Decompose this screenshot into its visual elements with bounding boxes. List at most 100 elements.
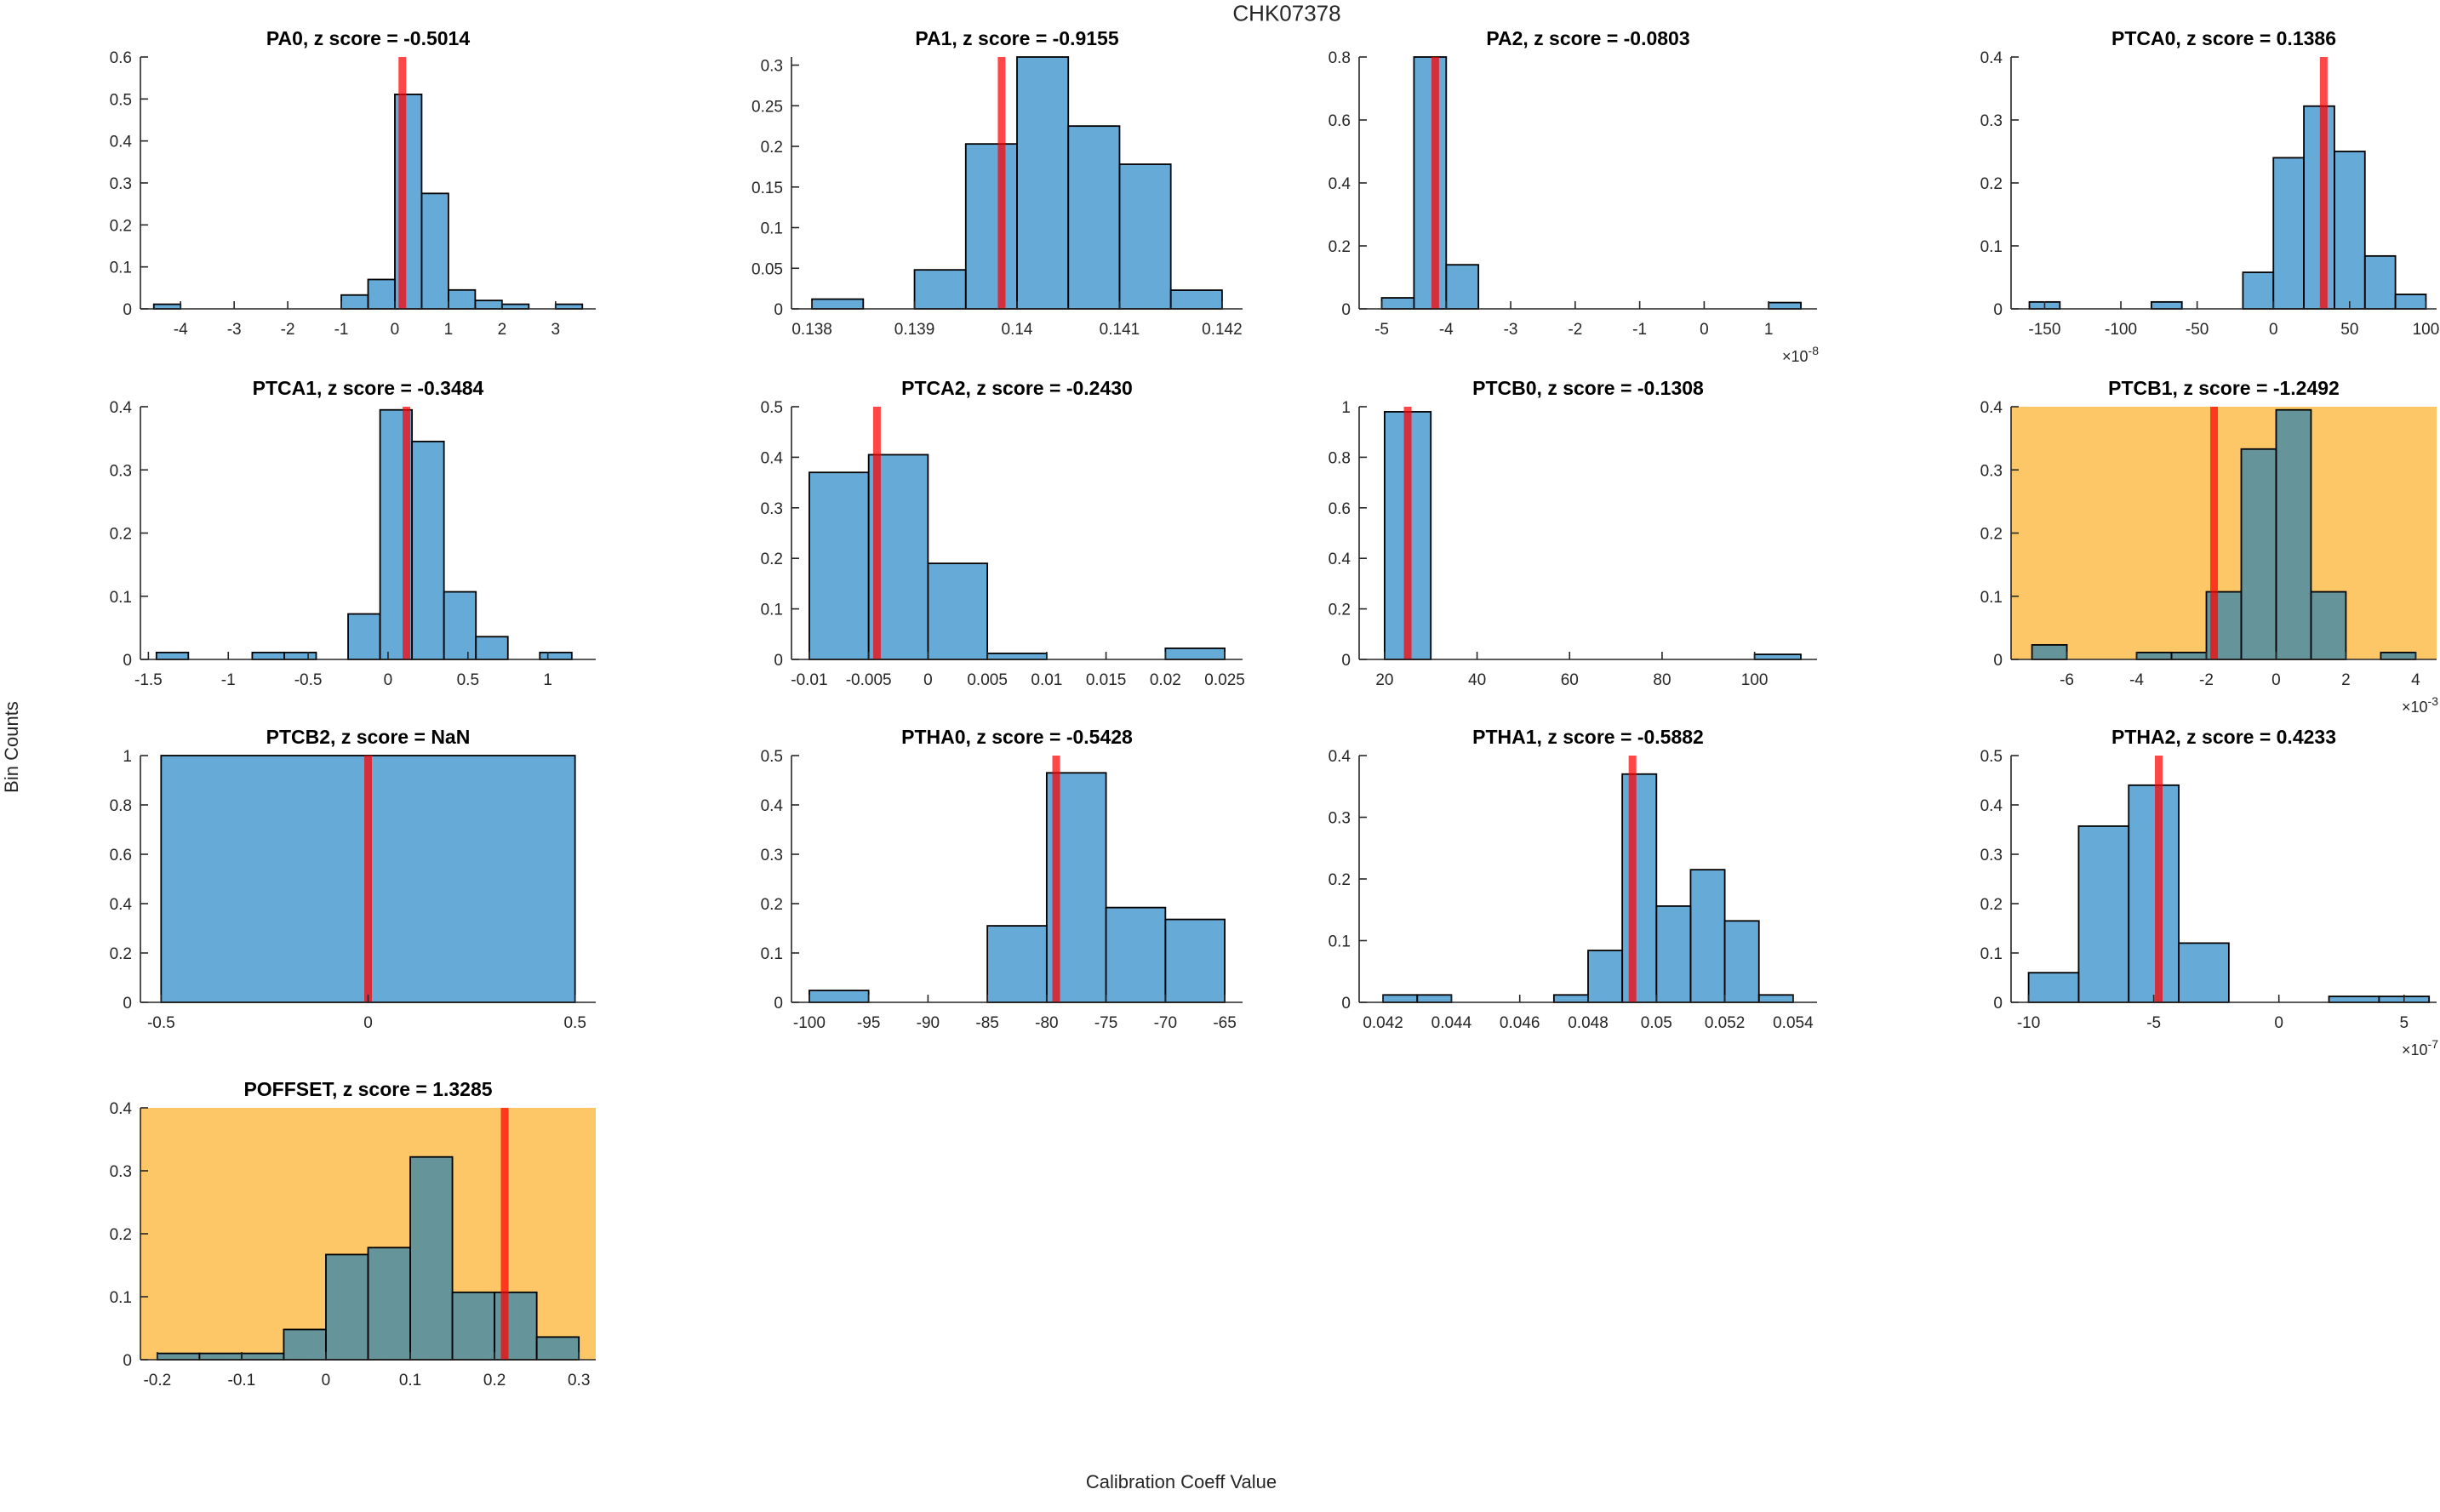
x-tick-label: 2 <box>498 321 507 339</box>
x-tick-label: 0.01 <box>1031 671 1062 689</box>
histogram-bar <box>474 300 503 310</box>
y-tick-label: 0 <box>1341 995 1351 1013</box>
x-tick-label: 4 <box>2411 671 2420 689</box>
x-tick-label: -1 <box>1632 321 1647 339</box>
y-tick-label: 0.2 <box>1980 896 2003 914</box>
y-tick-label: 0.3 <box>1980 112 2003 130</box>
histogram-panel-PTCB1: -6 -4 -2 0 2 4 0 0.1 0.2 0.3 0.4 ×10-3 PTCB1, z scor… <box>1980 377 2439 716</box>
x-tick-label: 0 <box>923 671 933 689</box>
histogram-bar <box>1169 289 1223 310</box>
histogram-bar <box>475 636 509 660</box>
y-tick-label: 0 <box>1993 652 2003 670</box>
y-tick-label: 0 <box>1993 995 2003 1013</box>
panel-title-PTCB2: PTCB2, z score = NaN <box>266 726 471 748</box>
x-tick-label: 20 <box>1375 671 1393 689</box>
x-tick-label: 0.025 <box>1204 671 1245 689</box>
histogram-bar <box>240 1352 285 1361</box>
y-tick-label: 0.4 <box>1329 175 1351 193</box>
histogram-bar <box>964 143 1018 310</box>
x-tick-label: 3 <box>551 321 561 339</box>
y-tick-label: 0.1 <box>110 260 132 277</box>
x-tick-label: 1 <box>444 321 454 339</box>
histogram-panel-PTCA1: -1.5 -1 -0.5 0 0.5 1 0 0.1 0.2 0.3 0.4 PTCA1, z sco… <box>110 377 596 689</box>
x-tick-label: 0.044 <box>1431 1014 1472 1032</box>
panel-title-PTCB0: PTCB0, z score = -0.1308 <box>1472 377 1704 399</box>
histogram-bar <box>283 1328 327 1361</box>
x-axis-label: Calibration Coeff Value <box>1085 1471 1277 1492</box>
figure-title: CHK07378 <box>1232 0 1341 26</box>
histogram-bar <box>1164 918 1226 1003</box>
x-tick-label: -0.5 <box>294 671 323 689</box>
panel-title-PTCB1: PTCB1, z score = -1.2492 <box>2108 377 2340 399</box>
y-tick-label: 0.4 <box>1980 49 2003 67</box>
y-tick-label: 0 <box>1341 652 1351 670</box>
histogram-bar <box>2242 271 2275 310</box>
histogram-bar <box>2303 105 2335 310</box>
x-tick-label: 0.141 <box>1100 321 1140 339</box>
x-tick-label: -85 <box>975 1014 998 1032</box>
histogram-bar <box>986 925 1048 1003</box>
x-tick-label: 0.02 <box>1150 671 1181 689</box>
histogram-bar <box>2272 157 2305 310</box>
x-tick-label: -0.2 <box>143 1372 171 1389</box>
histogram-bar <box>1723 920 1760 1003</box>
histogram-panel-PTHA0: -100 -95 -90 -85 -80 -75 -70 -65 0 0.1 0.2 0.3 0.4 0.… <box>761 726 1243 1032</box>
x-tick-label: 0 <box>384 671 393 689</box>
panel-title-PTCA1: PTCA1, z score = -0.3484 <box>253 377 484 399</box>
y-tick-label: 0.4 <box>110 134 133 151</box>
y-tick-label: 0.15 <box>751 180 783 197</box>
y-tick-label: 0.5 <box>761 399 783 417</box>
histogram-bar <box>1105 906 1167 1003</box>
y-tick-label: 0.4 <box>110 1100 133 1118</box>
x-tick-label: 0 <box>2271 671 2281 689</box>
x-tick-label: -1 <box>221 671 236 689</box>
y-tick-label: 0.1 <box>1329 933 1351 951</box>
y-tick-label: 0.2 <box>1329 238 1351 256</box>
x-tick-label: 5 <box>2399 1014 2409 1032</box>
y-tick-label: 0.4 <box>761 449 784 467</box>
x-axis-exponent: ×10-8 <box>1782 344 1819 365</box>
histogram-bar <box>927 562 989 660</box>
histogram-bar <box>156 1352 201 1361</box>
y-tick-label: 0.3 <box>761 500 783 518</box>
histogram-bar <box>367 1247 411 1361</box>
y-tick-label: 0.6 <box>1329 500 1351 518</box>
x-tick-label: 0 <box>391 321 400 339</box>
y-tick-label: 0 <box>774 652 783 670</box>
x-tick-label: 100 <box>1741 671 1769 689</box>
y-tick-label: 0.1 <box>761 945 783 963</box>
histogram-bar <box>554 303 584 310</box>
x-tick-label: 0 <box>1700 321 1709 339</box>
histogram-bar <box>2150 300 2183 310</box>
y-tick-label: 0.4 <box>1980 797 2003 815</box>
x-tick-label: 0.2 <box>483 1372 506 1389</box>
histogram-bar <box>1118 163 1172 310</box>
x-tick-label: 100 <box>2413 321 2440 339</box>
y-tick-label: 0.3 <box>1980 847 2003 864</box>
y-tick-label: 0.25 <box>751 98 783 116</box>
histogram-bar <box>152 303 182 310</box>
x-tick-label: -0.1 <box>228 1372 256 1389</box>
histogram-bar <box>811 298 865 310</box>
x-tick-label: 50 <box>2340 321 2358 339</box>
y-tick-label: 0 <box>123 652 132 670</box>
y-tick-label: 0.1 <box>1980 589 2003 607</box>
histogram-bar <box>1587 950 1624 1003</box>
x-tick-label: -10 <box>2017 1014 2040 1032</box>
x-tick-label: -150 <box>2028 321 2060 339</box>
histogram-bar <box>155 651 190 660</box>
y-tick-label: 0.4 <box>1329 748 1351 766</box>
x-tick-label: -1.5 <box>134 671 163 689</box>
y-tick-label: 0.1 <box>1980 238 2003 256</box>
y-tick-label: 1 <box>123 748 132 766</box>
x-tick-label: -5 <box>1374 321 1389 339</box>
y-tick-label: 0 <box>774 995 783 1013</box>
panel-title-PTHA0: PTHA0, z score = -0.5428 <box>901 726 1133 748</box>
histogram-bar <box>1067 125 1121 310</box>
histogram-panel-PTCB2: -0.5 0 0.5 0 0.2 0.4 0.6 0.8 1 PTCB2, z score = N… <box>110 726 596 1032</box>
y-tick-label: 0.6 <box>1329 112 1351 130</box>
y-tick-label: 0.1 <box>761 602 783 619</box>
y-tick-label: 0 <box>123 301 132 319</box>
x-tick-label: -100 <box>2105 321 2137 339</box>
